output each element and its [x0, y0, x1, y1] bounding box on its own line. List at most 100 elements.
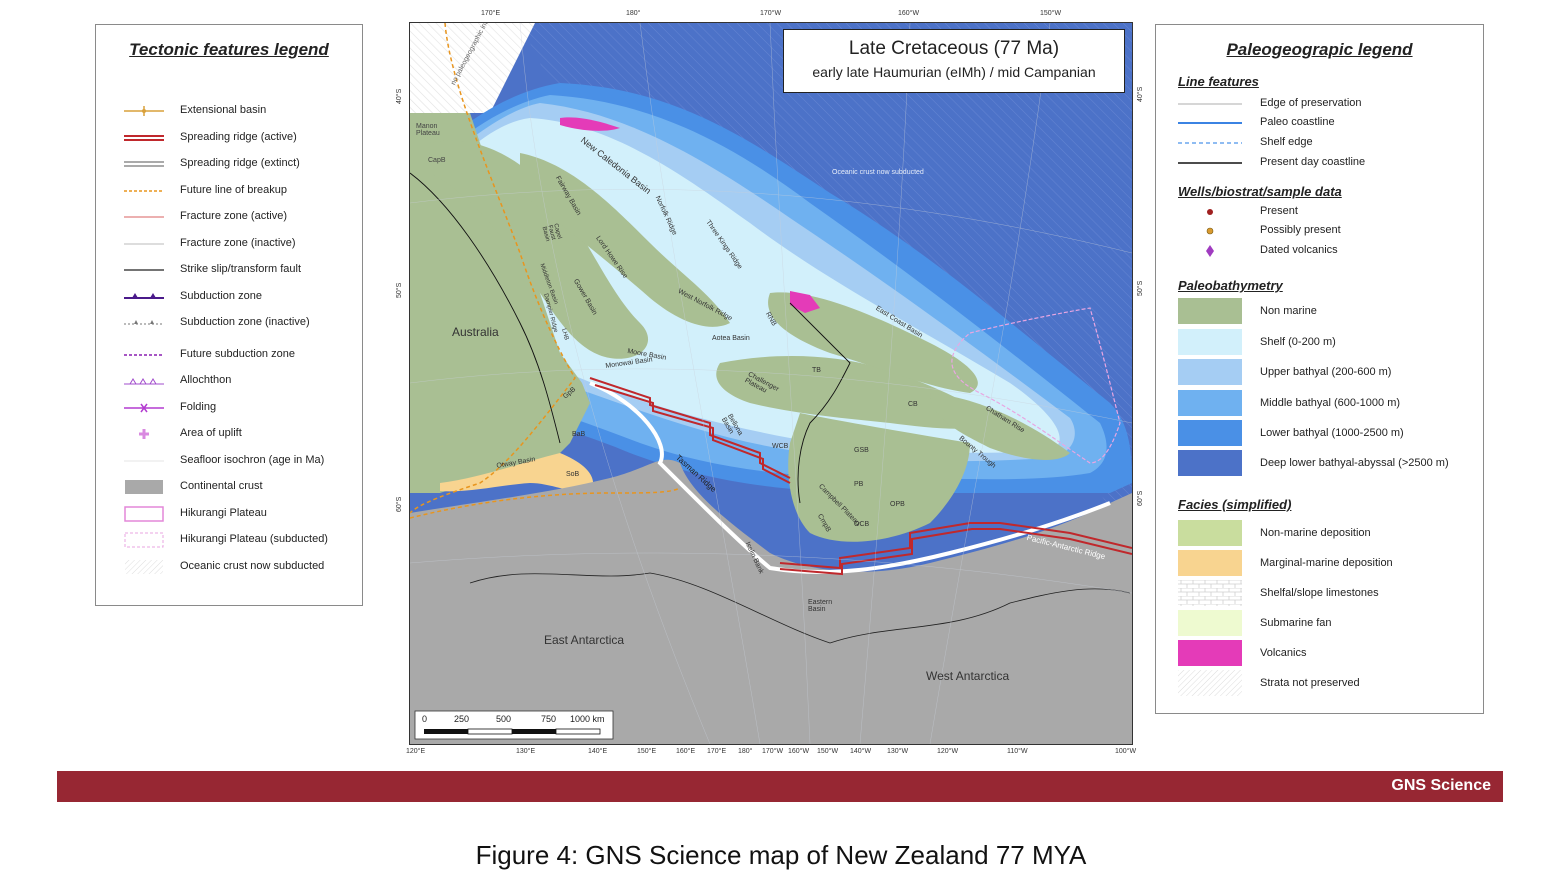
right-tick-1: 50°S — [1137, 280, 1144, 296]
scale-tick-750: 750 — [541, 714, 557, 724]
label-aotea: Aotea Basin — [712, 335, 750, 342]
legend-item-subduction: Subduction zone — [96, 288, 362, 306]
top-tick-1: 180° — [626, 10, 641, 17]
submarine-fan-swatch — [1178, 610, 1242, 636]
label-tb: TB — [812, 367, 821, 374]
label-manon: Manon Plateau — [416, 123, 440, 137]
label-sob: SoB — [566, 471, 580, 478]
legend-item-spreading-extinct: Spreading ridge (extinct) — [96, 155, 362, 173]
label-capb: CapB — [428, 157, 446, 164]
map-canvas — [410, 23, 1132, 744]
legend-item-allochthon: Allochthon — [96, 372, 362, 390]
australia-landmass — [410, 113, 590, 493]
bottom-tick-5: 170°E — [707, 748, 727, 755]
shelf-swatch — [1178, 329, 1242, 355]
upper-bathyal-swatch — [1178, 359, 1242, 385]
wells-heading: Wells/biostrat/sample data — [1178, 184, 1342, 199]
strike-slip-icon — [124, 269, 164, 271]
paleo-legend-title: Paleogeograpic legend — [1226, 40, 1413, 59]
legend-item-spreading-active: Spreading ridge (active) — [96, 129, 362, 147]
graticule — [410, 23, 1132, 744]
deep-abyssal-swatch — [1178, 450, 1242, 476]
label-west-antarctica: West Antarctica — [926, 669, 1010, 683]
legend-item-subduction-inactive: Subduction zone (inactive) — [96, 314, 362, 332]
legend-item-uplift: Area of uplift — [96, 425, 362, 443]
pacific-antarctic-ridge — [779, 522, 1132, 570]
bottom-tick-13: 110°W — [1007, 748, 1028, 755]
volcanics-east — [790, 291, 820, 313]
legend-item-oceanic-subducted: Oceanic crust now subducted — [96, 558, 362, 576]
scale-tick-250: 250 — [454, 714, 470, 724]
bottom-tick-11: 130°W — [887, 748, 909, 755]
folding-icon — [124, 403, 164, 413]
lower-bathyal-swatch — [1178, 420, 1242, 446]
paleogeographic-map: 0 250 500 750 1000 km Late Cretaceous (7… — [409, 22, 1133, 745]
hikurangi-icon — [124, 506, 164, 522]
map-title-box: Late Cretaceous (77 Ma) early late Haumu… — [783, 29, 1125, 93]
tasman-spreading-ridge — [589, 377, 791, 479]
future-breakup-antarctica — [410, 487, 681, 519]
gns-brand: GNS Science — [1391, 777, 1491, 794]
antarctica-landmass — [410, 459, 1132, 744]
facies-heading: Facies (simplified) — [1178, 497, 1292, 512]
future-breakup-line — [410, 23, 576, 514]
left-tick-1: 50°S — [396, 282, 403, 298]
paleobathymetry-heading: Paleobathymetry — [1178, 278, 1283, 293]
map-title: Late Cretaceous (77 Ma) — [848, 38, 1060, 59]
paleogeographic-legend-panel: Paleogeograpic legend Line features Edge… — [1155, 24, 1484, 714]
orange-dot-icon — [1206, 227, 1214, 235]
marginal-marine-swatch — [1178, 550, 1242, 576]
hatched-icon — [125, 560, 163, 574]
bottom-tick-12: 120°W — [937, 748, 959, 755]
label-ocb: OCB — [854, 521, 870, 528]
legend-item-isochron: Seafloor isochron (age in Ma) — [96, 452, 362, 470]
legend-item-folding: Folding — [96, 399, 362, 417]
edge-preservation-icon — [1178, 103, 1242, 105]
hikurangi-plateau-subducted — [951, 307, 1121, 464]
spreading-ridge-extinct-icon — [124, 161, 164, 167]
top-tick-0: 170°E — [481, 10, 501, 17]
chatham-rise-land — [930, 393, 1070, 460]
left-tick-0: 40°S — [396, 88, 403, 104]
bottom-tick-10: 140°W — [850, 748, 872, 755]
scale-bar — [414, 710, 614, 740]
right-tick-2: 60°S — [1137, 490, 1144, 506]
limestone-bricks-swatch — [1178, 580, 1242, 606]
legend-item-future-subduction: Future subduction zone — [96, 346, 362, 364]
legend-item-fracture-active: Fracture zone (active) — [96, 208, 362, 226]
fracture-inactive-icon — [124, 243, 164, 245]
top-tick-3: 160°W — [898, 10, 920, 17]
allochthon-icon — [124, 378, 164, 385]
volcanics-north — [560, 117, 620, 131]
figure-caption: Figure 4: GNS Science map of New Zealand… — [475, 840, 1087, 870]
top-tick-4: 150°W — [1040, 10, 1062, 17]
line-features-heading: Line features — [1178, 74, 1259, 89]
present-day-coastline-australia — [410, 172, 561, 444]
pacific-antarctic-ridge-2 — [779, 528, 1132, 576]
present-day-coastline-antarctica — [469, 572, 1131, 644]
paleo-coastline-antarctica — [589, 381, 1111, 575]
strata-hatch-swatch — [1178, 670, 1242, 696]
map-subtitle: early late Haumurian (eIMh) / mid Campan… — [812, 64, 1096, 80]
bottom-tick-2: 140°E — [588, 748, 608, 755]
tasman-spreading-ridge-2 — [594, 384, 791, 484]
scale-tick-500: 500 — [496, 714, 512, 724]
purple-diamond-icon — [1206, 245, 1214, 257]
bottom-tick-6: 180° — [738, 748, 753, 755]
right-tick-0: 40°S — [1137, 86, 1144, 102]
label-eastern-basin: Eastern Basin — [808, 599, 833, 613]
label-bab: BaB — [572, 431, 586, 438]
present-coastline-icon — [1178, 162, 1242, 164]
no-interpretation-area — [410, 23, 535, 113]
spreading-ridge-active-icon — [124, 135, 164, 141]
future-subduction-icon — [124, 354, 164, 356]
top-tick-2: 170°W — [760, 10, 782, 17]
paleo-coastline-icon — [1178, 122, 1242, 124]
bottom-tick-9: 150°W — [817, 748, 839, 755]
scale-tick-1000: 1000 km — [570, 714, 605, 724]
legend-item-fracture-inactive: Fracture zone (inactive) — [96, 235, 362, 253]
isochron-icon — [124, 460, 164, 462]
legend-item-hikurangi-subducted: Hikurangi Plateau (subducted) — [96, 531, 362, 549]
future-breakup-icon — [124, 190, 164, 192]
bottom-tick-3: 150°E — [637, 748, 657, 755]
